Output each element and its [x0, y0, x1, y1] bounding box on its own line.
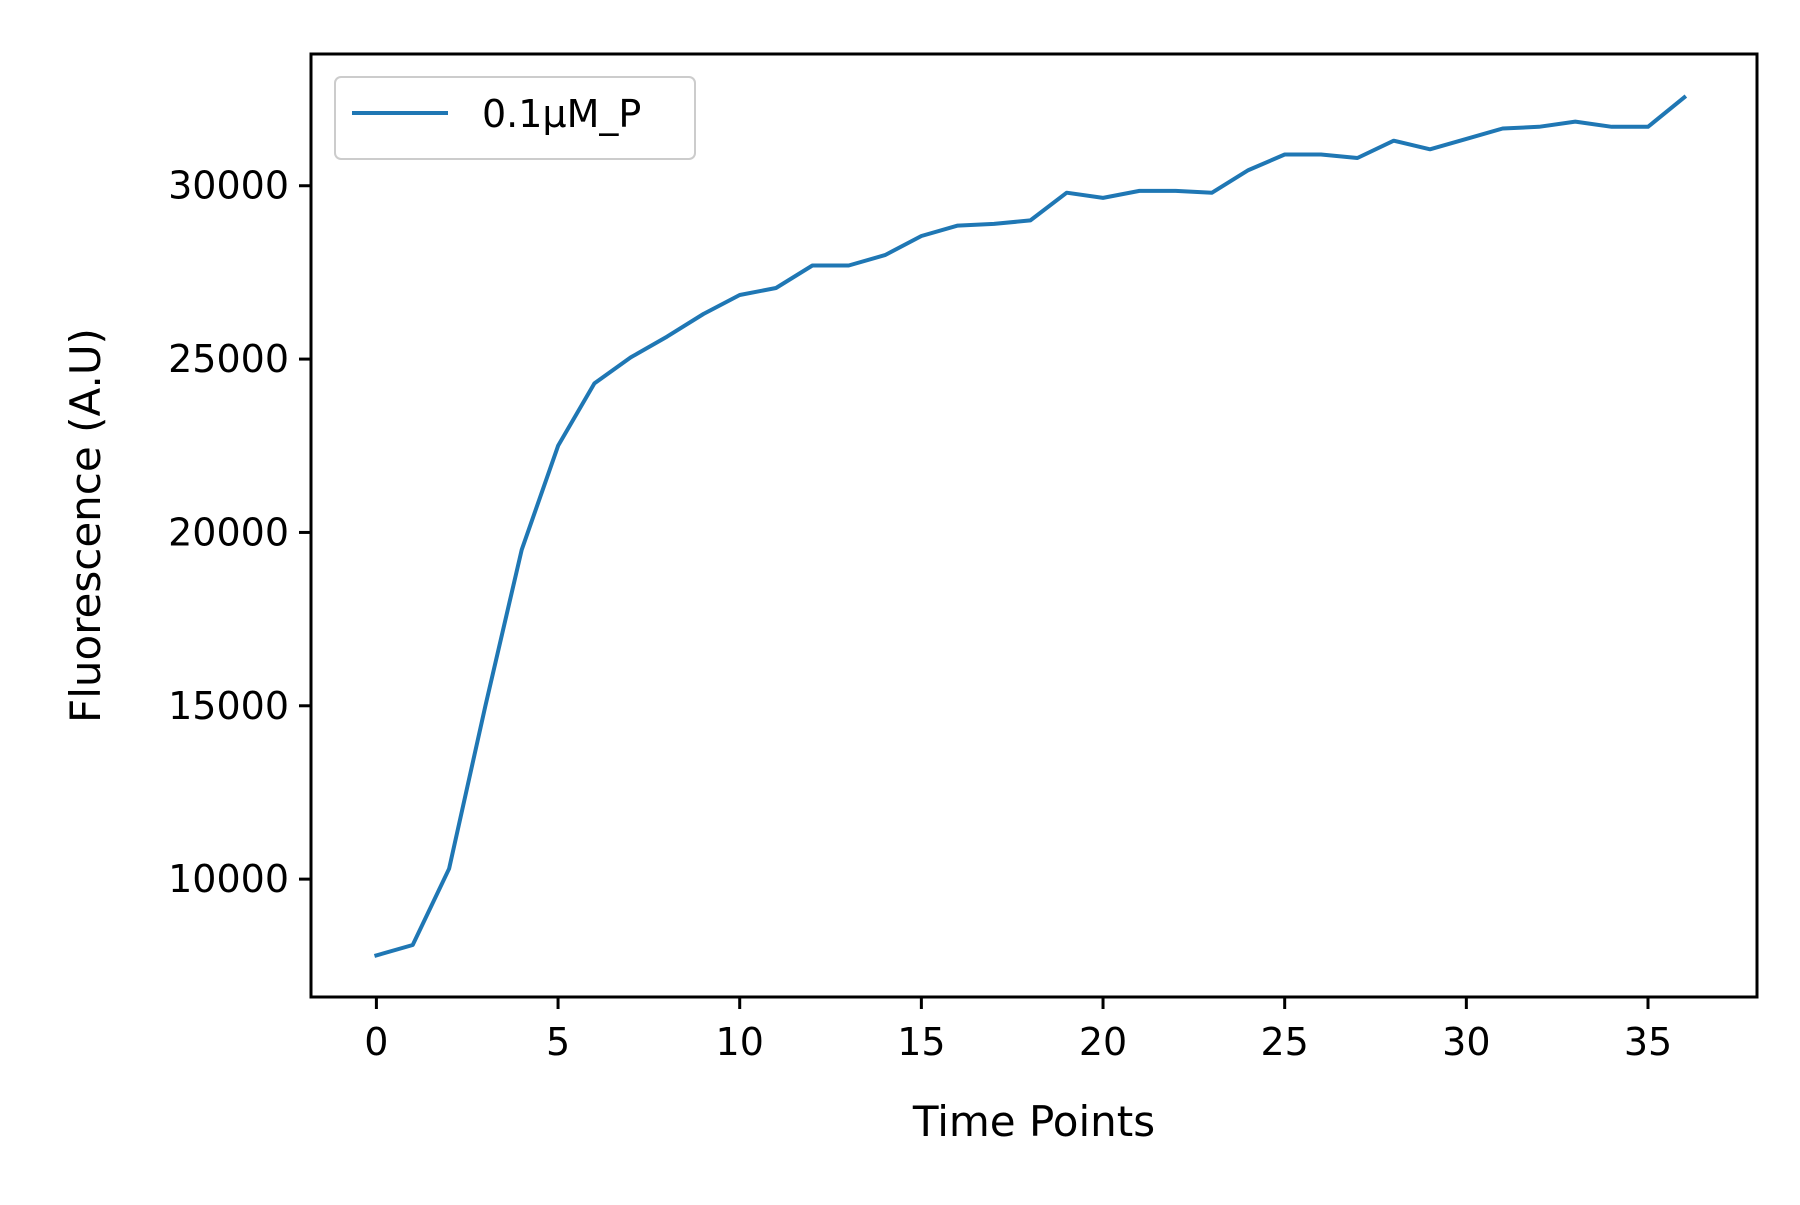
plot-layer — [373, 94, 1688, 958]
x-tick-label: 35 — [1624, 1020, 1672, 1064]
legend-label: 0.1μM_P — [482, 92, 641, 136]
x-tick-label: 5 — [546, 1020, 570, 1064]
y-tick-label: 25000 — [168, 337, 289, 381]
y-tick-label: 20000 — [168, 510, 289, 554]
x-tick-label: 25 — [1261, 1020, 1309, 1064]
x-tick-label: 20 — [1079, 1020, 1127, 1064]
y-axis-label: Fluorescence (A.U) — [61, 328, 110, 723]
x-axis-label: Time Points — [912, 1097, 1155, 1146]
x-tick-label: 30 — [1442, 1020, 1490, 1064]
axes-frame — [309, 52, 1759, 999]
legend: 0.1μM_P — [334, 76, 696, 160]
x-tick-label: 0 — [364, 1020, 388, 1064]
y-tick-label: 10000 — [168, 857, 289, 901]
x-tick-label: 15 — [897, 1020, 945, 1064]
x-axis-ticks: 0 5 10 15 20 25 30 35 — [364, 997, 1672, 1064]
series-line-0 — [373, 94, 1688, 958]
x-tick-label: 10 — [716, 1020, 764, 1064]
legend-box — [334, 76, 696, 160]
y-tick-label: 30000 — [168, 164, 289, 208]
y-tick-label: 15000 — [168, 684, 289, 728]
y-axis-ticks: 10000 15000 20000 25000 30000 — [168, 164, 311, 901]
